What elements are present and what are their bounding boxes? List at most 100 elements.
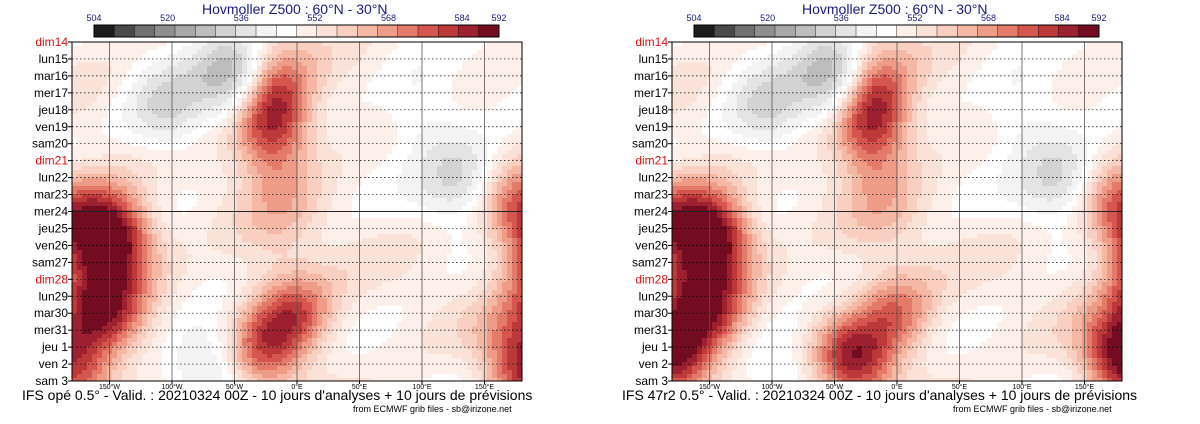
heat-cell <box>132 138 138 143</box>
heat-cell <box>187 50 193 55</box>
heat-cell <box>92 70 98 75</box>
heat-cell <box>517 138 522 143</box>
heat-cell <box>82 90 88 95</box>
heat-cell <box>387 134 393 139</box>
heat-cell <box>502 62 508 67</box>
heat-cell <box>207 54 213 59</box>
heat-cell <box>477 186 483 191</box>
heat-cell <box>192 62 198 67</box>
heat-cell <box>402 78 408 83</box>
heat-cell <box>77 110 83 115</box>
heat-cell <box>347 106 353 111</box>
heat-cell <box>167 250 173 255</box>
heat-cell <box>327 254 333 259</box>
heat-cell <box>502 198 508 203</box>
heat-cell <box>462 170 468 175</box>
heat-cell <box>147 254 153 259</box>
heat-cell <box>457 134 463 139</box>
heat-cell <box>447 134 453 139</box>
heat-cell <box>322 146 328 151</box>
heat-cell <box>472 182 478 187</box>
heat-cell <box>192 178 198 183</box>
heat-cell <box>387 222 393 227</box>
heat-cell <box>442 194 448 199</box>
heat-cell <box>392 110 398 115</box>
heat-cell <box>507 174 513 179</box>
heat-cell <box>172 46 178 51</box>
heat-cell <box>437 218 443 223</box>
heat-cell <box>82 42 88 47</box>
heat-cell <box>152 46 158 51</box>
heat-cell <box>297 46 303 51</box>
heat-cell <box>387 90 393 95</box>
heat-cell <box>112 194 118 199</box>
heat-cell <box>402 182 408 187</box>
heat-cell <box>382 254 388 259</box>
heat-cell <box>472 166 478 171</box>
heat-cell <box>492 238 498 243</box>
heat-cell <box>167 54 173 59</box>
heat-cell <box>242 94 248 99</box>
heat-cell <box>377 218 383 223</box>
heat-cell <box>187 46 193 51</box>
heat-cell <box>257 78 263 83</box>
heat-cell <box>87 210 93 215</box>
heat-cell <box>227 134 233 139</box>
heat-cell <box>517 62 522 67</box>
heat-cell <box>242 126 248 131</box>
heat-cell <box>297 66 303 71</box>
heat-cell <box>387 206 393 211</box>
heat-cell <box>452 202 458 207</box>
heat-cell <box>447 114 453 119</box>
heat-cell <box>377 50 383 55</box>
heat-cell <box>362 206 368 211</box>
heat-cell <box>477 66 483 71</box>
heat-cell <box>302 258 308 263</box>
heat-cell <box>477 90 483 95</box>
heat-cell <box>212 202 218 207</box>
heat-cell <box>247 238 253 243</box>
heat-cell <box>247 254 253 259</box>
heat-cell <box>317 198 323 203</box>
heat-cell <box>377 230 383 235</box>
heat-cell <box>382 58 388 63</box>
heat-cell <box>157 110 163 115</box>
heat-cell <box>182 114 188 119</box>
heat-cell <box>397 146 403 151</box>
heat-cell <box>427 46 433 51</box>
heat-cell <box>447 250 453 255</box>
heat-cell <box>222 238 228 243</box>
heat-cell <box>142 102 148 107</box>
heat-cell <box>277 166 283 171</box>
heat-cell <box>462 90 468 95</box>
heat-cell <box>372 142 378 147</box>
heat-cell <box>287 118 293 123</box>
heat-cell <box>267 214 273 219</box>
heat-cell <box>512 222 518 227</box>
heat-cell <box>147 94 153 99</box>
heat-cell <box>402 230 408 235</box>
heat-cell <box>452 122 458 127</box>
heat-cell <box>272 42 278 47</box>
heat-cell <box>87 62 93 67</box>
heat-cell <box>267 74 273 79</box>
heat-cell <box>162 110 168 115</box>
heat-cell <box>322 90 328 95</box>
heat-cell <box>122 230 128 235</box>
heat-cell <box>262 214 268 219</box>
heat-cell <box>302 190 308 195</box>
heat-cell <box>372 102 378 107</box>
heat-cell <box>197 230 203 235</box>
heat-cell <box>332 166 338 171</box>
heat-cell <box>217 206 223 211</box>
heat-cell <box>177 242 183 247</box>
heat-cell <box>387 118 393 123</box>
heat-cell <box>257 198 263 203</box>
heat-cell <box>262 122 268 127</box>
heat-cell <box>137 54 143 59</box>
heat-cell <box>202 170 208 175</box>
heat-cell <box>102 94 108 99</box>
heat-cell <box>92 134 98 139</box>
heat-cell <box>372 50 378 55</box>
heat-cell <box>77 86 83 91</box>
